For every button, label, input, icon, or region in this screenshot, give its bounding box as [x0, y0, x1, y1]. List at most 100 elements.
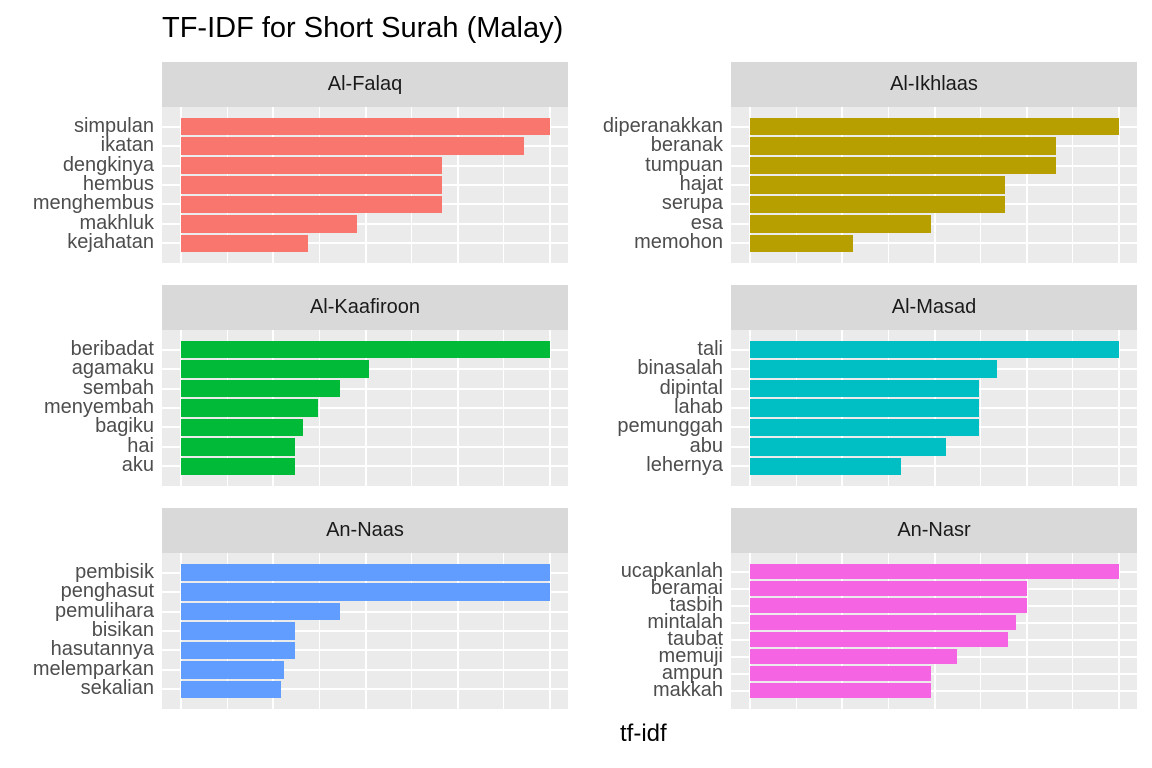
grid-line-vertical: [980, 553, 982, 709]
bar: [750, 156, 1057, 175]
y-tick-label: simpulan: [73, 114, 154, 137]
y-tick-label: beranak: [650, 134, 723, 157]
facet-strip-label: An-Naas: [162, 508, 568, 553]
y-tick-label: lehernya: [646, 454, 723, 477]
facet-strip-label: Al-Masad: [731, 285, 1137, 330]
y-tick-label: bagiku: [95, 415, 154, 438]
grid-line-horizontal: [731, 672, 1137, 675]
y-tick-label: bisikan: [91, 619, 154, 641]
facet-strip-label: Al-Ikhlaas: [731, 62, 1137, 107]
grid-line-horizontal: [731, 222, 1137, 225]
bar: [750, 614, 1016, 631]
grid-line-vertical: [1025, 553, 1028, 709]
y-tick-label: beribadat: [70, 337, 154, 360]
grid-line-horizontal: [162, 387, 568, 390]
facet-panel: Al-Ikhlaas diperanakkan beranak tumpuan haja…: [603, 62, 1137, 263]
y-tick-label: menyembah: [43, 396, 154, 418]
grid-line-horizontal: [731, 689, 1137, 692]
y-tick-label: pemunggah: [617, 415, 723, 438]
facet-panel: Al-Masad tali binasalah dipintal lahab pemung…: [617, 285, 1137, 486]
grid-line-vertical: [1118, 553, 1120, 709]
bar: [750, 631, 1009, 648]
bar: [750, 665, 931, 682]
bar: [750, 682, 931, 699]
y-tick-label: melemparkan: [32, 657, 154, 680]
bar: [750, 399, 979, 417]
y-tick-label: serupa: [661, 192, 723, 215]
bar: [181, 137, 525, 155]
y-axis-labels: tali binasalah dipintal lahab pemunggah abu le…: [563, 330, 723, 486]
facet-strip-label: An-Nasr: [731, 508, 1137, 553]
bar: [750, 176, 1005, 194]
y-axis-labels: simpulan ikatan dengkinya hembus menghembus m…: [0, 107, 154, 263]
grid-line-horizontal: [731, 465, 1137, 468]
grid-line-horizontal: [162, 688, 568, 691]
facet-panel: Al-Falaq simpulan ikatan dengkinya hembus men…: [33, 62, 568, 263]
bar: [181, 583, 550, 601]
grid-line-horizontal: [731, 242, 1137, 245]
y-tick-label: tali: [697, 337, 723, 360]
y-axis-labels: beribadat agamaku sembah menyembah bagiku hai…: [0, 330, 154, 486]
bar: [181, 340, 550, 359]
grid-line-horizontal: [162, 649, 568, 652]
grid-line-vertical: [887, 553, 889, 709]
y-tick-label: beramai: [650, 576, 723, 599]
y-tick-label: aku: [121, 454, 154, 477]
bar: [750, 234, 854, 253]
bar: [181, 195, 442, 214]
bar: [181, 156, 442, 175]
y-tick-label: abu: [689, 434, 723, 457]
bar: [750, 137, 1057, 155]
facet-panel: An-Nasr ucapkanlah beramai tasbih mintalah ta…: [621, 508, 1137, 709]
plot-area: [731, 107, 1137, 263]
grid-line-horizontal: [162, 407, 568, 409]
y-tick-label: dipintal: [659, 376, 723, 399]
y-tick-label: makkah: [652, 678, 723, 701]
bar: [181, 661, 285, 679]
bar: [750, 597, 1027, 614]
bar: [181, 602, 340, 621]
y-tick-label: ucapkanlah: [620, 559, 723, 582]
plot-area: [162, 553, 568, 709]
bar: [181, 622, 296, 640]
bar: [750, 360, 998, 378]
grid-line-horizontal: [162, 222, 568, 225]
y-tick-label: memuji: [658, 644, 723, 667]
grid-line-horizontal: [162, 465, 568, 468]
plot-area: [731, 330, 1137, 486]
y-tick-label: tumpuan: [645, 153, 723, 176]
y-tick-label: diperanakkan: [602, 114, 723, 137]
bar: [181, 176, 442, 194]
facet-panel: Al-Kaafiroon beribadat agamaku sembah menyem…: [44, 285, 568, 486]
y-tick-label: mintalah: [647, 610, 723, 633]
y-tick-label: memohon: [634, 231, 723, 254]
bar: [181, 641, 296, 660]
bar: [181, 215, 357, 233]
bar: [181, 563, 550, 582]
bar: [750, 215, 931, 233]
bar: [181, 680, 281, 699]
bar: [181, 438, 296, 456]
y-tick-label: sekalian: [80, 677, 154, 700]
bar: [181, 457, 296, 476]
bar: [181, 360, 370, 378]
y-tick-label: sembah: [82, 376, 154, 399]
bar: [750, 648, 957, 665]
y-tick-label: hasutannya: [50, 638, 154, 661]
y-tick-label: binasalah: [637, 357, 723, 380]
bar: [750, 340, 1119, 359]
y-tick-label: penghasut: [60, 580, 154, 603]
plot-area: [731, 553, 1137, 709]
x-axis-title: tf-idf: [620, 720, 667, 747]
y-tick-label: esa: [690, 211, 723, 234]
grid-line-horizontal: [162, 630, 568, 632]
y-tick-label: pemulihara: [55, 599, 154, 622]
y-tick-label: menghembus: [32, 192, 154, 215]
bar: [750, 563, 1119, 580]
bar: [181, 418, 303, 437]
bar: [750, 418, 979, 437]
facet-panel: An-Naas pembisik penghasut pemulihara bisika…: [33, 508, 568, 709]
plot-area: [162, 107, 568, 263]
y-axis-labels: ucapkanlah beramai tasbih mintalah taubat mem…: [563, 553, 723, 709]
bar: [750, 457, 902, 476]
